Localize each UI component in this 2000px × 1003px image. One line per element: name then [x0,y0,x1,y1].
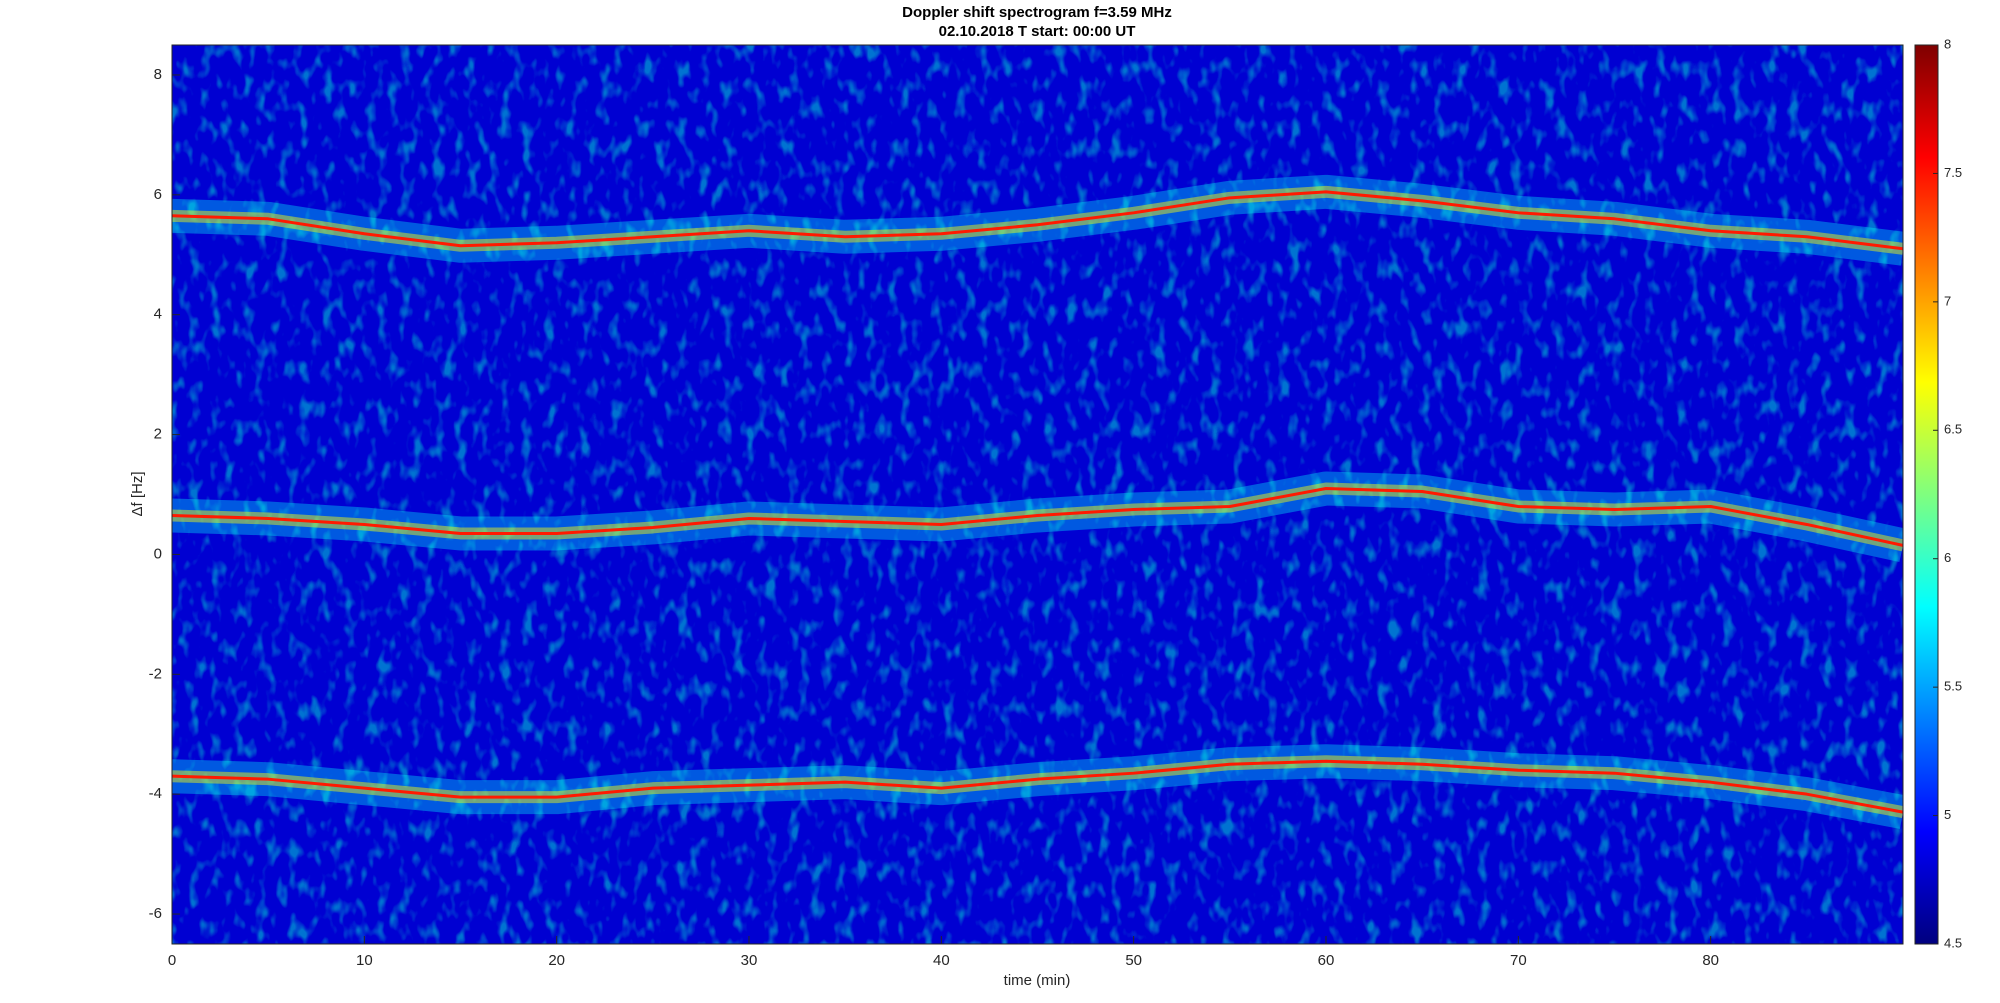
trace-line [172,487,1903,547]
x-tick-label: 20 [548,952,565,969]
plot-frame [171,44,1904,945]
y-tick-label: 4 [154,306,162,323]
x-tick-label: 30 [741,952,758,969]
x-tick-label: 0 [168,952,176,969]
axes: 0 10 20 30 40 50 60 70 80 -6 -4 -2 0 2 4 6 8 [149,44,1904,969]
y-tick-label: 0 [154,545,162,562]
x-tick-label: 60 [1318,952,1335,969]
colorbar [1914,44,1939,945]
y-tick-label: -4 [149,785,162,802]
x-tick-label: 50 [1125,952,1142,969]
chart-title: Doppler shift spectrogram f=3.59 MHz [902,4,1172,21]
y-tick-label: 6 [154,186,162,203]
chart-subtitle: 02.10.2018 T start: 00:00 UT [939,23,1136,40]
colorbar-tick-label: 4.5 [1944,935,1962,950]
y-tick-label: -6 [149,905,162,922]
colorbar-tick-label: 5.5 [1944,679,1962,694]
spectrogram-shade [172,45,1903,944]
y-axis-label: Δf [Hz] [129,471,146,516]
trace-line [172,759,1903,814]
x-tick-label: 70 [1510,952,1527,969]
colorbar-tick-label: 8 [1944,36,1951,51]
x-axis-label: time (min) [1004,972,1071,989]
x-tick-label: 10 [356,952,373,969]
y-tick-label: 8 [154,66,162,83]
colorbar-tick-label: 6.5 [1944,422,1962,437]
spectrogram-noise [172,45,1903,944]
colorbar-tick-label: 5 [1944,807,1951,822]
x-tick-label: 80 [1702,952,1719,969]
y-tick-label: -2 [149,665,162,682]
x-tick-label: 40 [933,952,950,969]
plot-area [172,45,1903,944]
y-tick-label: 2 [154,426,162,443]
colorbar-tick-label: 7 [1944,293,1951,308]
trace-line [172,190,1903,251]
colorbar-tick-label: 7.5 [1944,165,1962,180]
colorbar-tick-label: 6 [1944,550,1951,565]
